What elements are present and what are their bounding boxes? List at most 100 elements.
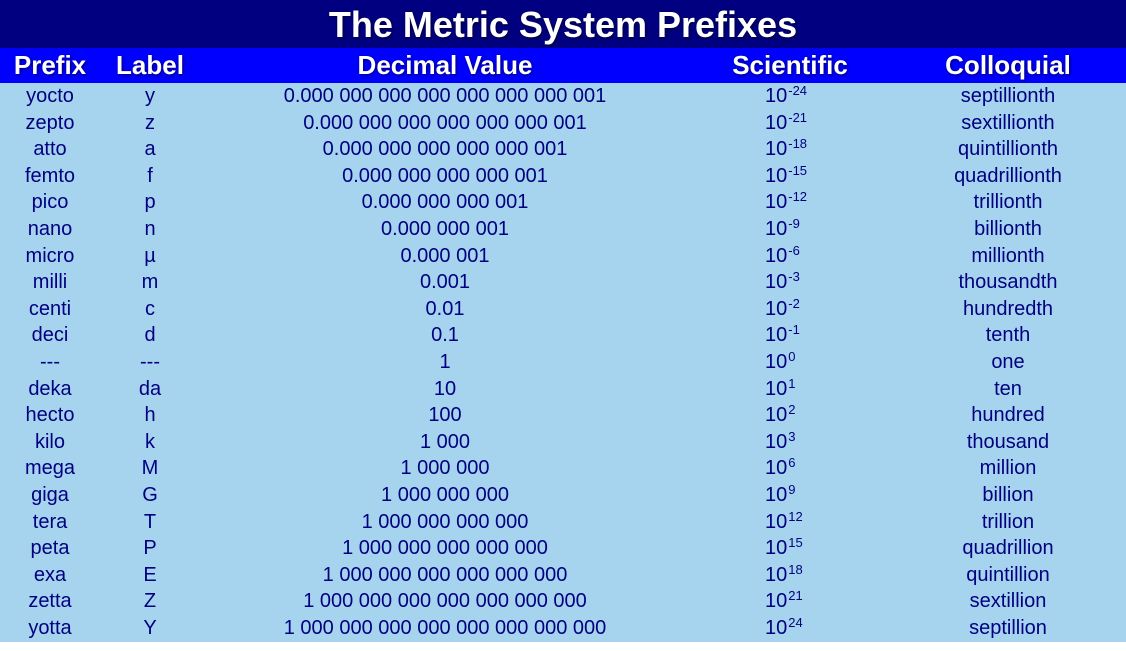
sci-exponent: -3: [788, 269, 800, 284]
cell-prefix: giga: [0, 482, 100, 509]
cell-decimal: 0.000 000 000 000 000 000 001: [200, 110, 690, 137]
table-row: nanon0.000 000 00110-9billionth: [0, 216, 1126, 243]
cell-colloquial: quadrillionth: [890, 163, 1126, 190]
cell-prefix: micro: [0, 243, 100, 270]
table-row: yottaY1 000 000 000 000 000 000 000 0001…: [0, 615, 1126, 642]
sci-exponent: -15: [788, 163, 807, 178]
cell-prefix: centi: [0, 296, 100, 323]
cell-scientific: 10-18: [690, 136, 890, 163]
cell-scientific: 10-9: [690, 216, 890, 243]
cell-scientific: 1024: [690, 615, 890, 642]
cell-scientific: 10-21: [690, 110, 890, 137]
sci-base: 10: [765, 112, 787, 134]
table-body: yoctoy0.000 000 000 000 000 000 000 0011…: [0, 83, 1126, 642]
cell-prefix: tera: [0, 509, 100, 536]
cell-decimal: 0.000 000 000 000 001: [200, 163, 690, 190]
table-row: centic0.0110-2hundredth: [0, 296, 1126, 323]
table-row: ------1100one: [0, 349, 1126, 376]
sci-base: 10: [765, 378, 787, 400]
cell-colloquial: ten: [890, 376, 1126, 403]
table-row: yoctoy0.000 000 000 000 000 000 000 0011…: [0, 83, 1126, 110]
cell-colloquial: sextillionth: [890, 110, 1126, 137]
cell-label: h: [100, 402, 200, 429]
table-row: teraT1 000 000 000 0001012trillion: [0, 509, 1126, 536]
page-title: The Metric System Prefixes: [0, 0, 1126, 48]
sci-base: 10: [765, 85, 787, 107]
cell-prefix: kilo: [0, 429, 100, 456]
cell-scientific: 101: [690, 376, 890, 403]
cell-decimal: 0.000 000 000 001: [200, 189, 690, 216]
table-row: zeptoz0.000 000 000 000 000 000 00110-21…: [0, 110, 1126, 137]
cell-decimal: 10: [200, 376, 690, 403]
cell-scientific: 1015: [690, 535, 890, 562]
cell-scientific: 10-3: [690, 269, 890, 296]
sci-exponent: 12: [788, 509, 802, 524]
cell-prefix: deci: [0, 322, 100, 349]
cell-prefix: nano: [0, 216, 100, 243]
sci-base: 10: [765, 351, 787, 373]
sci-exponent: 15: [788, 535, 802, 550]
cell-label: T: [100, 509, 200, 536]
sci-exponent: 21: [788, 588, 802, 603]
cell-decimal: 0.000 001: [200, 243, 690, 270]
col-header-prefix: Prefix: [0, 50, 100, 81]
table-row: millim0.00110-3thousandth: [0, 269, 1126, 296]
cell-scientific: 102: [690, 402, 890, 429]
cell-decimal: 1 000 000: [200, 455, 690, 482]
sci-exponent: -12: [788, 189, 807, 204]
cell-prefix: ---: [0, 349, 100, 376]
cell-scientific: 10-15: [690, 163, 890, 190]
cell-colloquial: quintillion: [890, 562, 1126, 589]
cell-prefix: peta: [0, 535, 100, 562]
cell-colloquial: hundred: [890, 402, 1126, 429]
sci-base: 10: [765, 431, 787, 453]
cell-decimal: 0.1: [200, 322, 690, 349]
cell-prefix: pico: [0, 189, 100, 216]
cell-label: y: [100, 83, 200, 110]
sci-base: 10: [765, 617, 787, 639]
cell-decimal: 1 000 000 000 000 000 000: [200, 562, 690, 589]
cell-scientific: 10-24: [690, 83, 890, 110]
sci-base: 10: [765, 484, 787, 506]
sci-base: 10: [765, 138, 787, 160]
cell-label: Z: [100, 588, 200, 615]
cell-label: a: [100, 136, 200, 163]
sci-base: 10: [765, 191, 787, 213]
sci-exponent: -18: [788, 136, 807, 151]
cell-scientific: 10-6: [690, 243, 890, 270]
sci-exponent: 18: [788, 562, 802, 577]
cell-colloquial: one: [890, 349, 1126, 376]
cell-prefix: mega: [0, 455, 100, 482]
cell-colloquial: million: [890, 455, 1126, 482]
cell-label: µ: [100, 243, 200, 270]
cell-scientific: 100: [690, 349, 890, 376]
table-row: femtof0.000 000 000 000 00110-15quadrill…: [0, 163, 1126, 190]
cell-colloquial: septillion: [890, 615, 1126, 642]
cell-decimal: 1 000 000 000 000 000 000 000: [200, 588, 690, 615]
table-row: megaM1 000 000106million: [0, 455, 1126, 482]
sci-exponent: -24: [788, 83, 807, 98]
table-row: hectoh100102hundred: [0, 402, 1126, 429]
sci-base: 10: [765, 511, 787, 533]
cell-decimal: 1 000 000 000 000 000 000 000 000: [200, 615, 690, 642]
cell-decimal: 1 000 000 000 000: [200, 509, 690, 536]
cell-decimal: 0.01: [200, 296, 690, 323]
sci-base: 10: [765, 218, 787, 240]
cell-label: ---: [100, 349, 200, 376]
cell-label: E: [100, 562, 200, 589]
cell-colloquial: millionth: [890, 243, 1126, 270]
table-row: microµ0.000 00110-6millionth: [0, 243, 1126, 270]
cell-prefix: exa: [0, 562, 100, 589]
sci-exponent: -9: [788, 216, 800, 231]
cell-label: da: [100, 376, 200, 403]
cell-decimal: 100: [200, 402, 690, 429]
sci-base: 10: [765, 564, 787, 586]
col-header-label: Label: [100, 50, 200, 81]
cell-decimal: 1 000 000 000 000 000: [200, 535, 690, 562]
cell-prefix: milli: [0, 269, 100, 296]
sci-base: 10: [765, 590, 787, 612]
table-header-row: Prefix Label Decimal Value Scientific Co…: [0, 48, 1126, 83]
sci-base: 10: [765, 537, 787, 559]
table-row: zettaZ1 000 000 000 000 000 000 0001021s…: [0, 588, 1126, 615]
cell-label: m: [100, 269, 200, 296]
